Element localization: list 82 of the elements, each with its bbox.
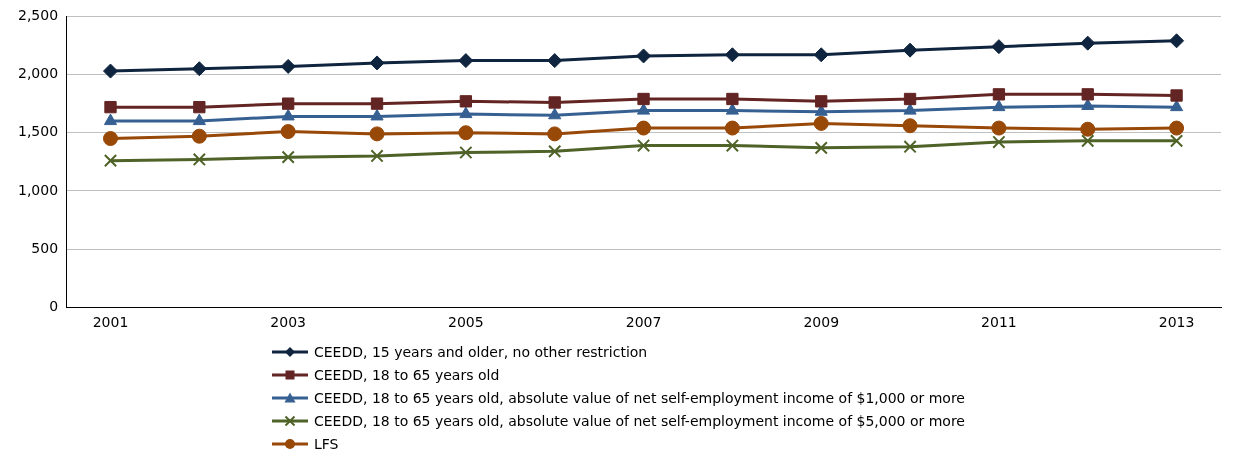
legend-label: CEEDD, 18 to 65 years old, absolute value of net self-employment income of $1,000 or more	[314, 389, 965, 406]
point	[103, 63, 118, 79]
point	[902, 42, 918, 58]
point	[280, 58, 296, 74]
point	[458, 125, 474, 141]
x-tick-label: 2011	[981, 314, 1017, 331]
x-tick-label: 2009	[803, 314, 840, 331]
point	[1081, 134, 1095, 148]
point	[1081, 98, 1095, 110]
point	[992, 99, 1006, 112]
point	[1169, 134, 1184, 148]
point	[370, 108, 384, 121]
point	[281, 150, 295, 164]
point	[813, 47, 829, 63]
point	[992, 135, 1006, 149]
point	[280, 124, 296, 140]
legend-label: CEEDD, 15 years and older, no other restriction	[314, 343, 648, 360]
point	[459, 95, 473, 108]
point	[104, 100, 117, 114]
point	[636, 120, 652, 136]
point	[1081, 88, 1094, 101]
point	[813, 115, 829, 131]
point	[458, 53, 474, 69]
point	[193, 100, 206, 114]
point	[191, 61, 207, 77]
point	[192, 152, 206, 167]
point	[369, 126, 385, 142]
point	[815, 95, 828, 108]
point	[725, 103, 739, 115]
point	[636, 48, 652, 64]
point	[814, 141, 828, 155]
point	[548, 96, 561, 109]
y-tick-label: 1,500	[17, 123, 59, 140]
point	[281, 108, 295, 121]
point	[103, 113, 118, 126]
point	[103, 153, 118, 168]
legend-label: CEEDD, 18 to 65 years old, absolute value of net self-employment income of $5,000 or more	[314, 412, 965, 429]
point	[282, 97, 295, 110]
point	[636, 138, 651, 153]
legend-label: LFS	[314, 435, 339, 452]
point	[1170, 89, 1183, 102]
legend-label: CEEDD, 18 to 65 years old	[314, 366, 500, 383]
point	[724, 47, 740, 63]
x-tick-label: 2007	[625, 314, 662, 331]
point	[459, 145, 473, 160]
point	[725, 138, 740, 153]
point	[369, 55, 385, 71]
point	[637, 92, 650, 106]
point	[547, 126, 563, 142]
point	[103, 131, 118, 147]
point	[991, 39, 1007, 55]
x-tick-label: 2001	[92, 314, 129, 331]
point	[370, 149, 384, 163]
point	[1080, 121, 1096, 137]
point	[459, 106, 473, 119]
point	[192, 113, 206, 126]
y-tick-label: 2,500	[17, 7, 59, 24]
y-tick-label: 0	[49, 297, 59, 314]
point	[1170, 99, 1184, 112]
point	[992, 88, 1006, 101]
point	[636, 103, 651, 115]
point	[724, 120, 740, 136]
point	[991, 120, 1007, 136]
x-tick-label: 2005	[448, 314, 484, 331]
point	[548, 107, 562, 120]
point	[1080, 35, 1096, 51]
point	[903, 140, 917, 154]
point	[1169, 120, 1185, 136]
point	[902, 118, 918, 134]
point	[370, 97, 384, 110]
y-tick-label: 2,000	[17, 65, 59, 82]
point	[1169, 33, 1185, 49]
point	[191, 128, 207, 144]
y-tick-label: 500	[31, 239, 59, 256]
point	[547, 53, 563, 69]
point	[903, 92, 917, 106]
y-tick-label: 1,000	[17, 181, 59, 198]
x-tick-label: 2003	[270, 314, 306, 331]
x-tick-label: 2013	[1158, 314, 1195, 331]
point	[903, 103, 917, 115]
point	[726, 92, 739, 106]
point	[548, 144, 562, 158]
